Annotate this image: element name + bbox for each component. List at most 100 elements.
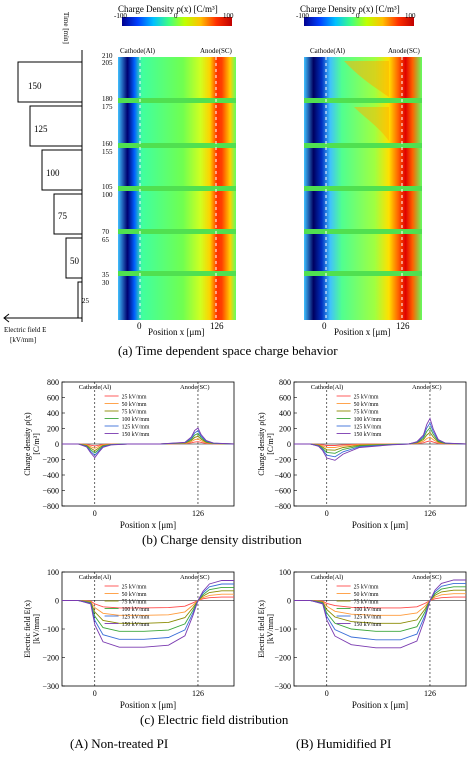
y-tick-label: −200: [274, 654, 291, 663]
x-tick-label: 126: [424, 509, 436, 518]
y-tick-label: −100: [42, 625, 59, 634]
electric-field-chart-humidified: 100 0 −100 −200 −300 0 126 Position x [μm] Elect…: [257, 568, 467, 710]
y-tick-label: −200: [42, 456, 59, 465]
heatmap-non-treated: [118, 57, 236, 320]
y-tick-label: 400: [47, 409, 59, 418]
legend-entry: 25 kV/mm: [354, 584, 379, 590]
y-tick-label: 800: [47, 378, 59, 387]
x-axis-label: Position x [μm]: [352, 520, 408, 530]
x-tick-label: 0: [93, 509, 97, 518]
time-tick: 30: [102, 279, 109, 287]
y-tick-label: 800: [279, 378, 291, 387]
y-axis-unit: [kV/mm]: [266, 614, 275, 644]
colorbar-tick-min-r: -100: [296, 12, 309, 20]
cathode-label: Cathode(Al): [311, 574, 344, 581]
cathode-label: Cathode(Al): [79, 384, 112, 391]
x-tick-label: 126: [192, 509, 204, 518]
electric-field-chart-non-treated: 100 0 −100 −200 −300 0 126 Position x [μm] Elect…: [23, 568, 235, 710]
heatmap-right-xtick-126: 126: [396, 321, 410, 331]
y-tick-label: 100: [47, 568, 59, 577]
colorbar-tick-min: -100: [114, 12, 127, 20]
series-line: [294, 596, 466, 609]
series-line: [62, 593, 234, 616]
y-tick-label: 200: [279, 425, 291, 434]
cathode-label-right: Cathode(Al): [310, 47, 345, 55]
series-line: [294, 417, 467, 461]
legend-entry: 150 kV/mm: [354, 622, 382, 628]
series-line: [62, 427, 235, 459]
x-axis-label: Position x [μm]: [120, 700, 176, 710]
time-tick: 100: [102, 191, 113, 199]
y-tick-label: −800: [274, 502, 291, 511]
y-tick-label: 100: [279, 568, 291, 577]
field-level-100: 100: [46, 168, 60, 178]
cathode-label-left: Cathode(Al): [120, 47, 155, 55]
time-tick: 105: [102, 183, 113, 191]
field-level-25: 25: [82, 297, 89, 305]
series-line: [62, 590, 234, 624]
field-step-profile: [3, 50, 83, 323]
heatmap-humidified: [304, 57, 422, 320]
y-tick-label: −100: [274, 625, 291, 634]
y-tick-label: −600: [274, 487, 291, 496]
legend-entry: 75 kV/mm: [122, 409, 147, 415]
legend-entry: 125 kV/mm: [122, 424, 150, 430]
colorbar-title-right: Charge Density ρ(x) [C/m³]: [300, 4, 400, 14]
legend-entry: 125 kV/mm: [122, 614, 150, 620]
plot-frame: [293, 571, 467, 687]
series-line: [294, 579, 466, 649]
caption-b: (b) Charge density distribution: [142, 532, 302, 547]
caption-humidified: (B) Humidified PI: [296, 736, 392, 751]
series-line: [294, 589, 466, 624]
heatmap-left-xlabel: Position x [μm]: [148, 327, 205, 337]
y-tick-label: 400: [279, 409, 291, 418]
y-tick-label: −600: [42, 487, 59, 496]
y-tick-label: 0: [287, 440, 291, 449]
time-axis-label: Time [min]: [62, 12, 70, 44]
colorbar-tick-mid: 0: [174, 12, 178, 20]
legend-entry: 100 kV/mm: [122, 607, 150, 613]
y-tick-label: −200: [274, 456, 291, 465]
legend-entry: 50 kV/mm: [122, 402, 147, 408]
legend-entry: 25 kV/mm: [354, 394, 379, 400]
legend-entry: 150 kV/mm: [122, 622, 150, 628]
heatmap-left-xtick-126: 126: [210, 321, 224, 331]
cathode-label: Cathode(Al): [311, 384, 344, 391]
series-line: [294, 593, 466, 616]
cathode-label: Cathode(Al): [79, 574, 112, 581]
legend-entry: 50 kV/mm: [122, 592, 147, 598]
time-tick: 70: [102, 228, 109, 236]
time-tick: 160: [102, 140, 113, 148]
legend-entry: 25 kV/mm: [122, 394, 147, 400]
time-tick: 155: [102, 148, 113, 156]
legend-entry: 50 kV/mm: [354, 402, 379, 408]
caption-non-treated: (A) Non-treated PI: [70, 736, 169, 751]
legend-entry: 75 kV/mm: [354, 599, 379, 605]
heatmap-right-xtick-0: 0: [322, 321, 327, 331]
series-line: [294, 586, 466, 632]
anode-label-right: Anode(SC): [388, 47, 420, 55]
y-tick-label: −400: [42, 471, 59, 480]
y-axis-unit: [C/m³]: [266, 433, 275, 455]
y-tick-label: 0: [287, 597, 291, 606]
y-tick-label: 200: [47, 425, 59, 434]
y-tick-label: 600: [47, 394, 59, 403]
y-axis-unit: [C/m³]: [32, 433, 41, 455]
y-tick-label: −300: [274, 682, 291, 691]
time-tick: 35: [102, 271, 109, 279]
y-tick-label: −800: [42, 502, 59, 511]
x-tick-label: 126: [424, 689, 436, 698]
time-tick: 65: [102, 236, 109, 244]
field-axis-label: Electric field E: [4, 326, 47, 334]
anode-label: Anode(SC): [412, 574, 442, 581]
y-axis-label: Charge density ρ(x): [257, 412, 266, 476]
y-tick-label: 0: [55, 440, 59, 449]
y-tick-label: 0: [55, 597, 59, 606]
y-tick-label: 600: [279, 394, 291, 403]
field-level-75: 75: [58, 211, 67, 221]
colorbar-tick-max: 100: [223, 12, 234, 20]
legend-entry: 100 kV/mm: [354, 417, 382, 423]
colorbar-title-left: Charge Density ρ(x) [C/m³]: [118, 4, 218, 14]
x-axis-label: Position x [μm]: [120, 520, 176, 530]
